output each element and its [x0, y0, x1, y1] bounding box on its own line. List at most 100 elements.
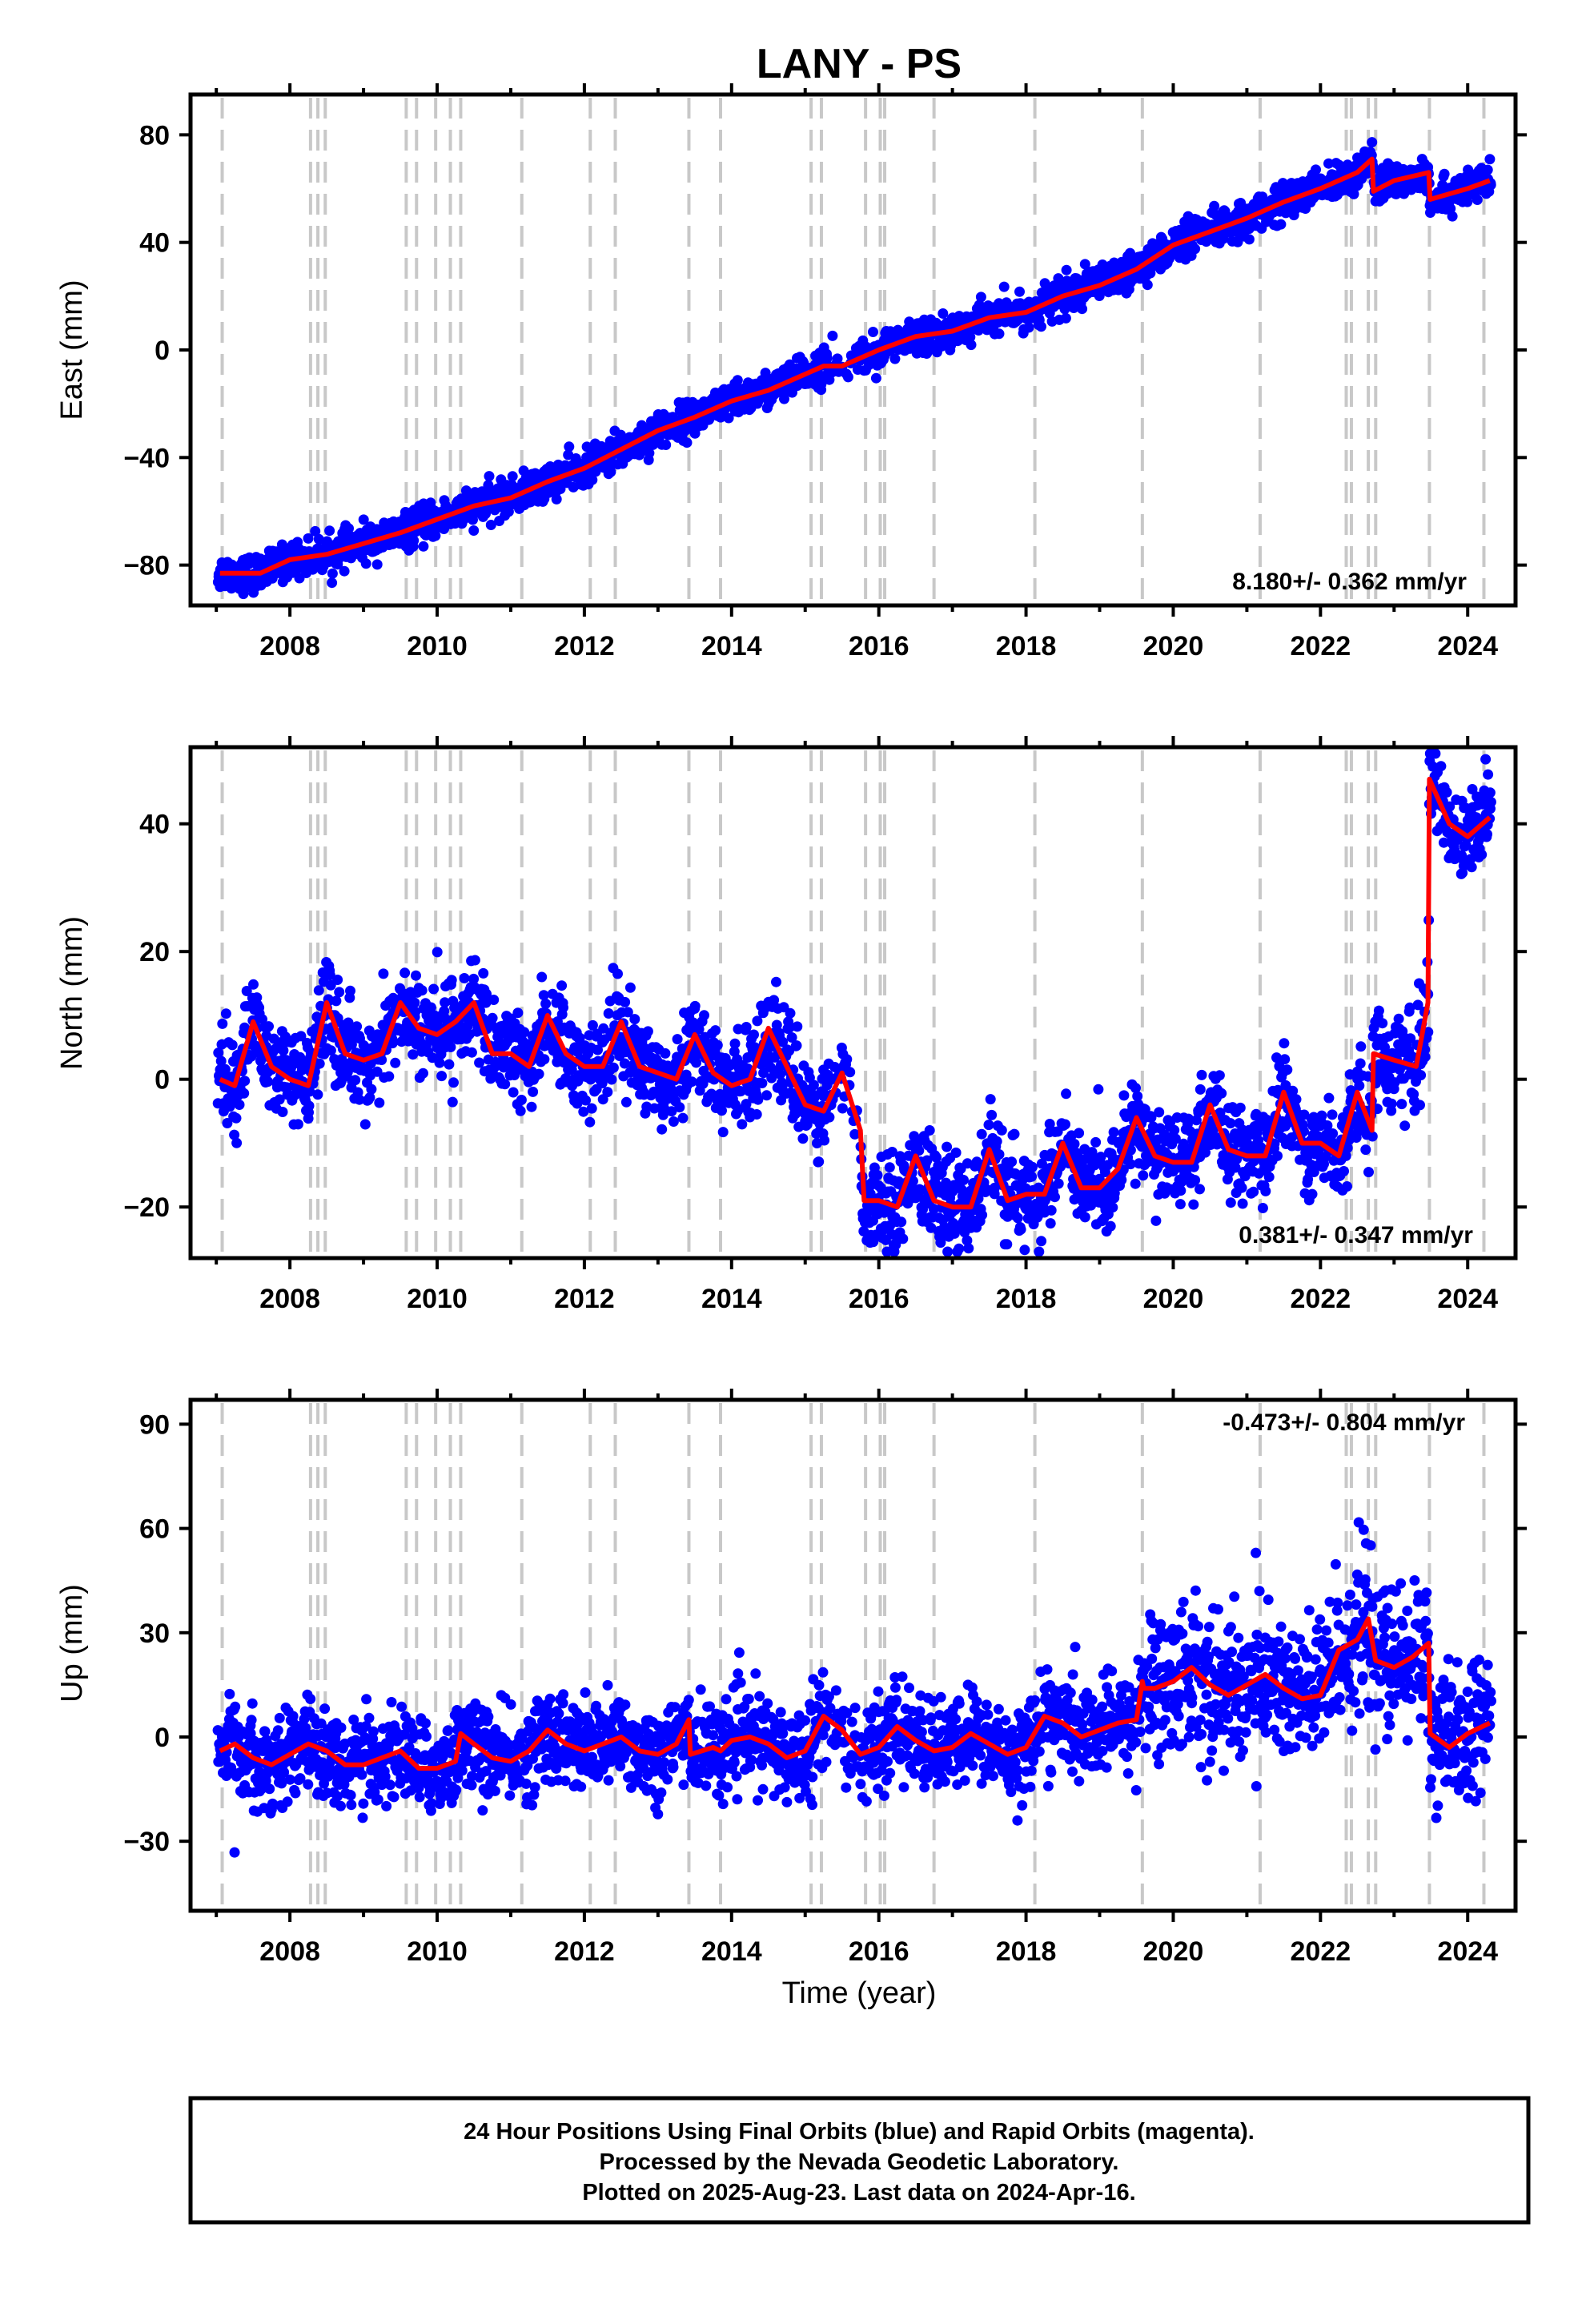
north-data-point: [1291, 1094, 1302, 1105]
east-y-tick-label: 0: [155, 336, 170, 366]
north-data-point: [1015, 1224, 1026, 1235]
north-data-point: [977, 1209, 988, 1220]
north-data-point: [1036, 1236, 1047, 1247]
north-data-point: [761, 1090, 773, 1101]
north-data-point: [1174, 1199, 1186, 1210]
north-data-point: [556, 980, 568, 991]
north-data-point: [624, 982, 636, 993]
north-data-point: [813, 1156, 825, 1168]
north-data-point: [239, 1076, 251, 1087]
north-data-point: [924, 1125, 935, 1136]
east-x-tick-label: 2024: [1437, 631, 1498, 661]
north-data-point: [785, 1007, 796, 1019]
east-data-point: [324, 525, 335, 537]
north-data-point: [689, 1000, 701, 1011]
north-data-point: [408, 1049, 419, 1060]
east-x-tick-label: 2022: [1291, 631, 1351, 661]
east-data-point: [1190, 243, 1201, 255]
north-data-point: [540, 998, 552, 1009]
east-data-point: [507, 471, 518, 482]
north-data-point: [791, 1040, 802, 1051]
north-data-point: [234, 1100, 245, 1110]
north-data-point: [418, 1068, 428, 1079]
north-data-point: [508, 1087, 519, 1098]
east-data-point: [1243, 234, 1255, 245]
north-data-point: [1360, 1144, 1371, 1156]
north-data-point: [1053, 1178, 1064, 1189]
north-data-point: [1090, 1136, 1102, 1148]
east-data-point: [1060, 312, 1071, 324]
north-data-point: [942, 1246, 954, 1257]
north-data-point: [444, 1059, 455, 1070]
east-data-point: [661, 440, 672, 450]
north-data-point: [1279, 1054, 1291, 1065]
north-data-point: [1248, 1186, 1259, 1197]
east-data-point: [327, 577, 338, 589]
north-data-point: [1355, 1058, 1366, 1069]
north-data-point: [526, 1101, 537, 1112]
north-data-point: [1216, 1088, 1227, 1099]
north-data-point: [1195, 1184, 1205, 1195]
east-data-point: [1367, 137, 1378, 148]
east-data-point: [371, 559, 383, 570]
north-data-point: [416, 985, 428, 996]
north-data-point: [366, 1084, 377, 1095]
north-data-point: [1116, 1174, 1127, 1185]
north-data-point: [606, 1074, 617, 1085]
north-data-point: [447, 1096, 458, 1108]
north-data-point: [660, 1047, 671, 1059]
east-data-point: [1275, 219, 1287, 230]
east-data-point: [484, 471, 495, 482]
north-data-point: [312, 1089, 323, 1100]
north-data-point: [1263, 1172, 1275, 1183]
east-y-tick-label: 80: [139, 120, 170, 151]
north-data-point: [1108, 1127, 1119, 1138]
north-data-point: [986, 1109, 998, 1120]
east-data-point: [1023, 322, 1034, 333]
north-data-point: [1069, 1139, 1080, 1149]
north-data-point: [231, 1112, 242, 1124]
east-data-point: [339, 565, 350, 577]
east-data-point: [821, 352, 833, 364]
north-data-point: [1363, 1167, 1374, 1178]
north-data-point: [469, 955, 480, 966]
north-data-point: [436, 1071, 448, 1082]
north-data-point: [1386, 1098, 1397, 1109]
north-data-point: [1019, 1244, 1030, 1256]
north-data-point: [1257, 1203, 1268, 1213]
north-data-point: [446, 975, 457, 986]
north-data-point: [1079, 1212, 1090, 1223]
north-data-point: [1279, 1038, 1290, 1049]
north-data-point: [884, 1162, 895, 1173]
north-data-point: [712, 1039, 723, 1051]
east-x-tick-label: 2020: [1143, 631, 1204, 661]
north-data-point: [619, 1058, 630, 1069]
north-data-point: [699, 1010, 709, 1021]
north-data-point: [629, 1014, 640, 1025]
north-data-point: [536, 971, 548, 983]
north-data-point: [428, 983, 440, 995]
north-data-point: [1061, 1088, 1072, 1100]
north-data-point: [1012, 1212, 1023, 1224]
north-data-point: [400, 967, 411, 979]
north-data-point: [538, 990, 549, 1001]
north-data-point: [741, 1022, 752, 1032]
north-data-point: [672, 1034, 683, 1045]
north-data-point: [771, 976, 781, 987]
north-data-point: [345, 985, 355, 996]
north-data-point: [1339, 1166, 1349, 1176]
north-data-point: [459, 973, 470, 983]
north-data-point: [1355, 1041, 1367, 1052]
north-data-point: [602, 1087, 613, 1098]
east-data-point: [1439, 168, 1450, 179]
chart-title: LANY - PS: [757, 41, 962, 87]
north-data-point: [677, 1112, 689, 1124]
north-data-point: [516, 1095, 527, 1105]
north-data-point: [824, 1112, 835, 1123]
north-data-point: [539, 1054, 550, 1065]
north-data-point: [558, 1002, 568, 1013]
north-data-point: [1006, 1156, 1018, 1168]
north-data-point: [958, 1175, 969, 1185]
